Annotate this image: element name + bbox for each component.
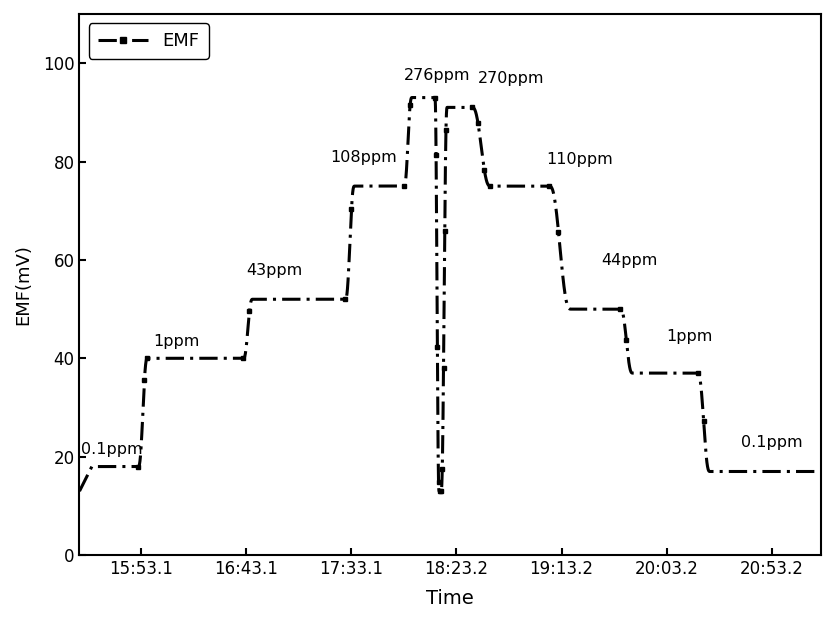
Text: 0.1ppm: 0.1ppm — [741, 435, 802, 450]
Text: 43ppm: 43ppm — [246, 262, 302, 277]
Text: 270ppm: 270ppm — [478, 71, 544, 86]
Text: 108ppm: 108ppm — [330, 149, 397, 164]
Text: 44ppm: 44ppm — [602, 253, 658, 268]
Text: 276ppm: 276ppm — [404, 68, 470, 83]
Text: 1ppm: 1ppm — [154, 334, 200, 349]
X-axis label: Time: Time — [427, 589, 474, 608]
Text: 110ppm: 110ppm — [546, 152, 613, 167]
Legend: EMF: EMF — [89, 23, 209, 59]
Text: 0.1ppm: 0.1ppm — [81, 442, 143, 457]
Y-axis label: EMF(mV): EMF(mV) — [14, 244, 32, 325]
Text: 1ppm: 1ppm — [666, 329, 713, 344]
